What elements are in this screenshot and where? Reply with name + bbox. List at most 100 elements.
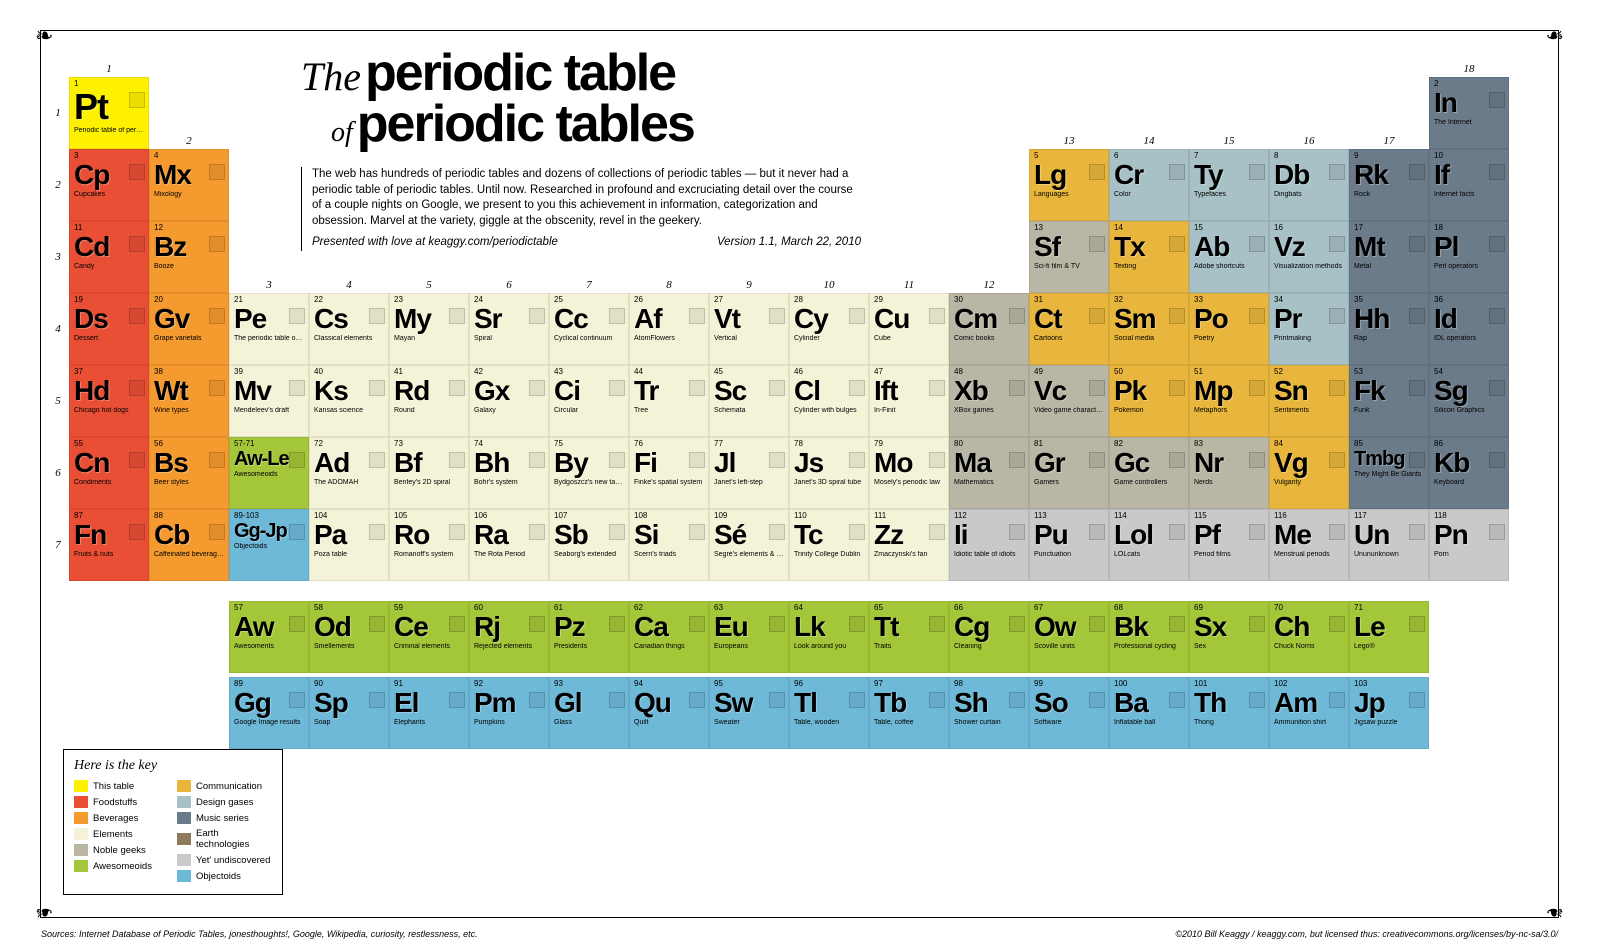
row-label: 1 (51, 107, 65, 119)
element-cell: 29CuCube (869, 293, 949, 365)
element-name: Perl operators (1434, 263, 1504, 271)
column-label: 17 (1349, 135, 1429, 147)
thumbnail-icon (1009, 524, 1025, 540)
element-cell: 81GrGamers (1029, 437, 1109, 509)
element-name: Poetry (1194, 335, 1264, 343)
row-label: 2 (51, 179, 65, 191)
element-name: The periodic table of the elements (234, 335, 304, 343)
element-name: Mendeleev's draft (234, 407, 304, 415)
column-label: 10 (789, 279, 869, 291)
element-cell: 65TtTraits (869, 601, 949, 673)
element-name: Dingbats (1274, 191, 1344, 199)
thumbnail-icon (1249, 380, 1265, 396)
element-cell: 24SrSpiral (469, 293, 549, 365)
element-name: Mayan (394, 335, 464, 343)
column-label: 6 (469, 279, 549, 291)
element-name: Traits (874, 643, 944, 651)
thumbnail-icon (1329, 692, 1345, 708)
thumbnail-icon (129, 524, 145, 540)
thumbnail-icon (1169, 380, 1185, 396)
thumbnail-icon (689, 452, 705, 468)
element-name: Finke's spatial system (634, 479, 704, 487)
element-name: Typefaces (1194, 191, 1264, 199)
thumbnail-icon (1089, 380, 1105, 396)
element-cell: 39MvMendeleev's draft (229, 365, 309, 437)
element-cell: 50PkPokemon (1109, 365, 1189, 437)
element-cell: 45ScSchemata (709, 365, 789, 437)
title-line2: periodic tables (357, 95, 694, 153)
column-label: 12 (949, 279, 1029, 291)
thumbnail-icon (1089, 164, 1105, 180)
legend-label: Design gases (196, 797, 254, 808)
element-name: Social media (1114, 335, 1184, 343)
row-label: 4 (51, 323, 65, 335)
element-cell: 104PaPoza table (309, 509, 389, 581)
presented-text: Presented with love at keaggy.com/period… (312, 235, 558, 251)
thumbnail-icon (1169, 616, 1185, 632)
thumbnail-icon (289, 380, 305, 396)
thumbnail-icon (449, 452, 465, 468)
element-name: Cylinder with bulges (794, 407, 864, 415)
legend-label: Beverages (93, 813, 138, 824)
element-cell: 75ByBydgoszcz's new table (549, 437, 629, 509)
element-cell: 33PoPoetry (1189, 293, 1269, 365)
element-name: Romanoff's system (394, 551, 464, 559)
element-cell: 85TmbgThey Might Be Giants (1349, 437, 1429, 509)
legend-item: Noble geeks (74, 844, 169, 856)
element-name: Spiral (474, 335, 544, 343)
element-name: Look around you (794, 643, 864, 651)
element-name: Pokemon (1114, 407, 1184, 415)
element-name: Thong (1194, 719, 1264, 727)
element-name: Rock (1354, 191, 1424, 199)
thumbnail-icon (369, 692, 385, 708)
thumbnail-icon (1089, 692, 1105, 708)
thumbnail-icon (1249, 452, 1265, 468)
column-label: 11 (869, 279, 949, 291)
element-cell: 58OdSmellements (309, 601, 389, 673)
element-name: Beer styles (154, 479, 224, 487)
element-name: Cyclical continuum (554, 335, 624, 343)
element-name: Cube (874, 335, 944, 343)
element-name: Cleaning (954, 643, 1024, 651)
element-cell: 51MpMetaphors (1189, 365, 1269, 437)
element-name: Mixology (154, 191, 224, 199)
legend-swatch (74, 780, 88, 792)
element-name: Sci-fi film & TV (1034, 263, 1104, 271)
element-name: Grape varietals (154, 335, 224, 343)
element-cell: 54SgSilicon Graphics (1429, 365, 1509, 437)
element-cell: 43CiCircular (549, 365, 629, 437)
thumbnail-icon (369, 308, 385, 324)
footer-sources: Sources: Internet Database of Periodic T… (41, 929, 478, 939)
legend-item: Foodstuffs (74, 796, 169, 808)
legend-item: Awesomeoids (74, 860, 169, 872)
element-cell: 89GgGoogle Image results (229, 677, 309, 749)
element-cell: 111ZzZmaczynski's fan (869, 509, 949, 581)
thumbnail-icon (529, 692, 545, 708)
element-name: Mosely's periodic law (874, 479, 944, 487)
element-name: Benfey's 2D spiral (394, 479, 464, 487)
thumbnail-icon (289, 308, 305, 324)
legend-swatch (177, 833, 191, 845)
element-cell: 27VtVertical (709, 293, 789, 365)
column-label: 7 (549, 279, 629, 291)
element-cell: 32SmSocial media (1109, 293, 1189, 365)
thumbnail-icon (289, 452, 305, 468)
element-cell: 78JsJanet's 3D spiral tube (789, 437, 869, 509)
thumbnail-icon (609, 452, 625, 468)
legend-label: Communication (196, 781, 262, 792)
element-name: Period films (1194, 551, 1264, 559)
column-label: 4 (309, 279, 389, 291)
footer-copyright: ©2010 Bill Keaggy / keaggy.com, but lice… (1175, 929, 1558, 939)
element-name: LOLcats (1114, 551, 1184, 559)
element-cell: 13SfSci-fi film & TV (1029, 221, 1109, 293)
element-name: Internet facts (1434, 191, 1504, 199)
legend-swatch (74, 860, 88, 872)
element-cell: 47IftIn-Finit (869, 365, 949, 437)
element-cell: 82GcGame controllers (1109, 437, 1189, 509)
thumbnail-icon (929, 692, 945, 708)
element-cell: 57AwAwesoments (229, 601, 309, 673)
thumbnail-icon (209, 380, 225, 396)
element-name: Funk (1354, 407, 1424, 415)
element-number: 57-71 (234, 440, 304, 448)
thumbnail-icon (129, 308, 145, 324)
